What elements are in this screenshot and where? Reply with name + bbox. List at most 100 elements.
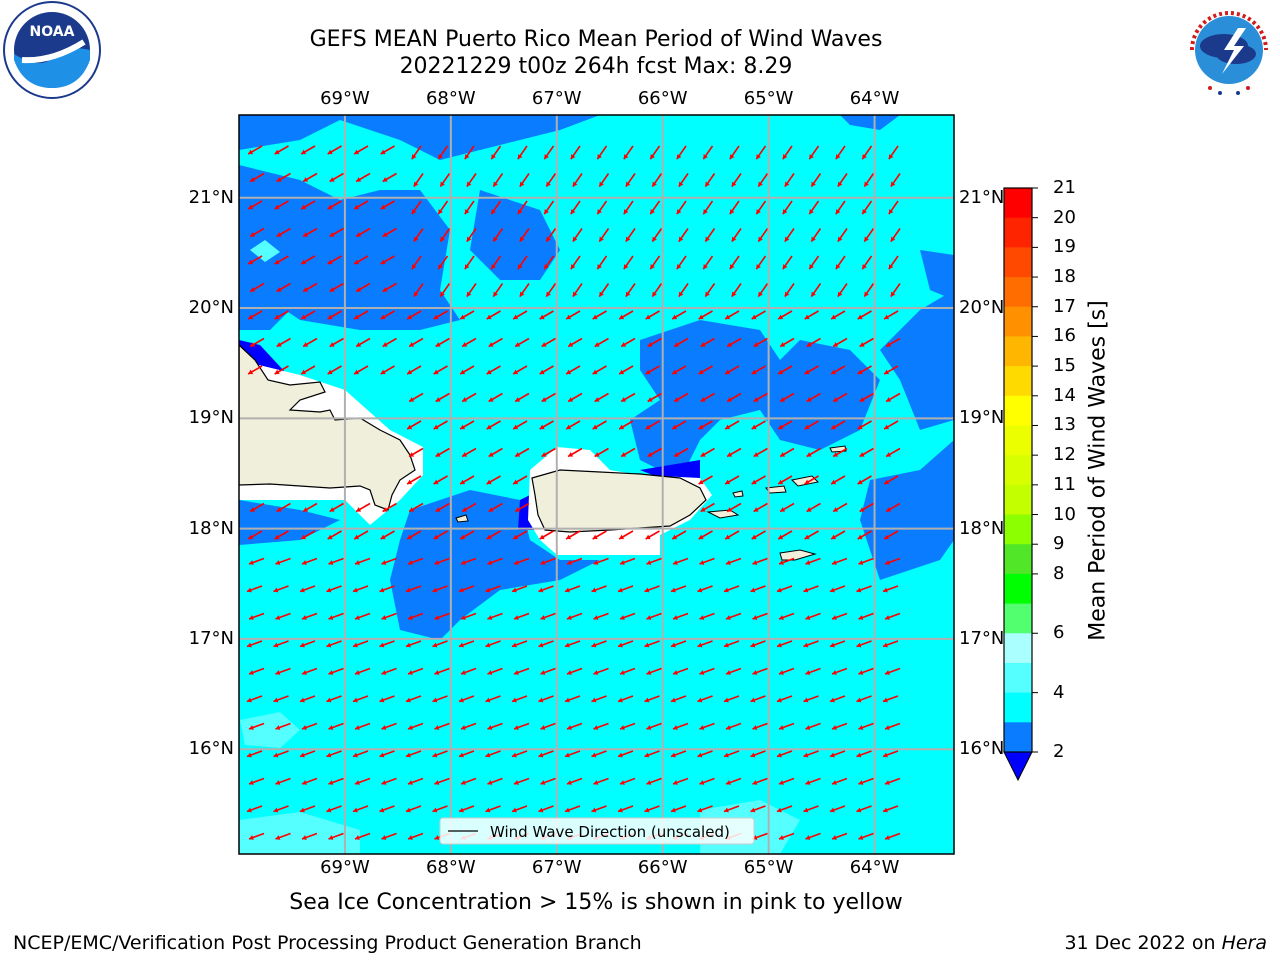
wind-wave-arrowhead xyxy=(329,177,335,182)
wind-wave-arrowhead xyxy=(413,291,419,297)
wind-wave-arrowhead xyxy=(593,670,599,675)
wind-wave-arrowhead xyxy=(432,642,438,648)
wind-wave-arrowhead xyxy=(699,725,705,730)
wind-wave-arrowhead xyxy=(434,725,440,730)
wind-wave-arrowhead xyxy=(650,209,655,215)
wind-wave-arrowhead xyxy=(464,209,470,215)
wind-wave-arrowhead xyxy=(725,560,731,565)
wind-wave-arrowhead xyxy=(646,670,652,675)
wind-wave-arrowhead xyxy=(488,342,494,347)
wind-wave-arrowhead xyxy=(751,369,757,375)
wind-wave-arrowhead xyxy=(644,807,650,813)
wind-wave-arrowhead xyxy=(301,560,307,565)
wave-period-2-4-region xyxy=(239,165,460,330)
wind-wave-arrowhead xyxy=(805,725,811,730)
wind-wave-arrowhead xyxy=(327,259,333,265)
wind-wave-arrowhead xyxy=(407,534,413,540)
wind-wave-arrowhead xyxy=(352,587,358,593)
wind-wave-arrowhead xyxy=(434,670,440,675)
lat-label-left: 18°N xyxy=(188,517,234,539)
wind-wave-arrowhead xyxy=(676,264,682,270)
wind-wave-arrowhead xyxy=(647,342,653,347)
footer-machine: Hera xyxy=(1221,932,1267,954)
wind-wave-arrowhead xyxy=(380,314,386,320)
wind-wave-arrowhead xyxy=(460,615,466,620)
wind-wave-arrowhead xyxy=(250,287,256,292)
colorbar-segment xyxy=(1004,662,1032,694)
wind-wave-arrowhead xyxy=(433,534,439,540)
wind-wave-arrowhead xyxy=(464,154,470,160)
wind-wave-arrowhead xyxy=(407,424,413,430)
wind-wave-arrowhead xyxy=(513,479,519,485)
wind-wave-arrowhead xyxy=(888,209,894,215)
wind-wave-arrowhead xyxy=(858,780,864,785)
wind-wave-arrowhead xyxy=(805,835,811,840)
wind-wave-arrowhead xyxy=(751,479,757,485)
wind-wave-arrowhead xyxy=(460,725,466,730)
wind-wave-arrowhead xyxy=(780,507,786,512)
colorbar-segment xyxy=(1004,514,1032,545)
wind-wave-arrowhead xyxy=(594,397,600,402)
wind-wave-arrowhead xyxy=(778,615,784,620)
wind-wave-arrowhead xyxy=(619,560,625,565)
wind-wave-arrowhead xyxy=(884,534,890,540)
wind-wave-arrowhead xyxy=(698,314,704,320)
wind-wave-arrowhead xyxy=(248,149,254,155)
wind-wave-arrowhead xyxy=(672,615,678,620)
wind-wave-arrowhead xyxy=(546,236,551,242)
wind-wave-arrowhead xyxy=(275,560,281,565)
wind-wave-arrowhead xyxy=(405,752,411,758)
wind-wave-arrowhead xyxy=(644,752,650,758)
wind-wave-arrowhead xyxy=(829,642,835,648)
wind-wave-arrowhead xyxy=(274,534,280,540)
wind-wave-arrowhead xyxy=(546,181,551,187)
wind-wave-arrowhead xyxy=(301,670,307,675)
wind-wave-arrowhead xyxy=(407,780,413,785)
wind-wave-arrowhead xyxy=(672,725,678,730)
wind-wave-arrowhead xyxy=(539,424,545,430)
wind-wave-arrowhead xyxy=(274,149,280,155)
colorbar-segment xyxy=(1004,395,1032,426)
wind-wave-arrowhead xyxy=(597,154,602,160)
wind-wave-arrowhead xyxy=(811,181,816,187)
map-gridlines xyxy=(239,115,954,854)
wind-wave-arrowhead xyxy=(382,177,388,182)
wind-wave-arrowhead xyxy=(593,780,599,785)
wind-wave-arrowhead xyxy=(326,807,332,813)
wind-wave-arrowhead xyxy=(276,507,282,512)
wind-wave-arrowhead xyxy=(328,670,334,675)
wind-wave-arrowhead xyxy=(725,615,731,620)
wind-wave-arrowhead xyxy=(831,780,837,785)
wind-wave-arrowhead xyxy=(698,479,704,485)
wind-wave-arrowhead xyxy=(753,397,759,402)
wind-wave-arrowhead xyxy=(433,424,439,430)
wind-wave-arrowhead xyxy=(857,479,863,485)
wind-wave-arrowhead xyxy=(594,452,600,457)
wind-wave-arrowhead xyxy=(458,642,464,648)
wind-wave-arrowhead xyxy=(248,725,254,730)
wind-wave-arrowhead xyxy=(837,291,843,297)
wind-wave-arrowhead xyxy=(778,314,784,320)
wind-wave-arrowhead xyxy=(700,507,706,512)
wind-wave-arrowhead xyxy=(411,264,417,270)
wind-wave-arrowhead xyxy=(831,424,837,430)
wind-wave-arrowhead xyxy=(831,314,837,320)
lon-label-top: 67°W xyxy=(531,88,582,109)
wind-wave-arrowhead xyxy=(486,314,492,320)
wind-wave-arrowhead xyxy=(752,560,758,565)
wind-wave-arrowhead xyxy=(619,534,625,540)
wind-wave-arrowhead xyxy=(725,314,731,320)
wind-wave-arrowhead xyxy=(599,291,604,297)
sea-ice-note: Sea Ice Concentration > 15% is shown in … xyxy=(289,890,903,915)
colorbar-segment xyxy=(1004,366,1032,397)
wind-wave-arrowhead xyxy=(380,369,386,375)
wind-wave-arrowhead xyxy=(678,181,684,187)
wind-wave-arrowhead xyxy=(699,615,705,620)
lon-label-bottom: 67°W xyxy=(531,857,582,878)
wind-wave-arrowhead xyxy=(890,291,896,297)
wind-wave-arrowhead xyxy=(274,314,280,320)
wind-wave-arrowhead xyxy=(784,291,790,297)
wind-wave-arrowhead xyxy=(433,314,439,320)
wind-wave-arrowhead xyxy=(564,752,570,758)
colorbar xyxy=(1003,187,1038,782)
